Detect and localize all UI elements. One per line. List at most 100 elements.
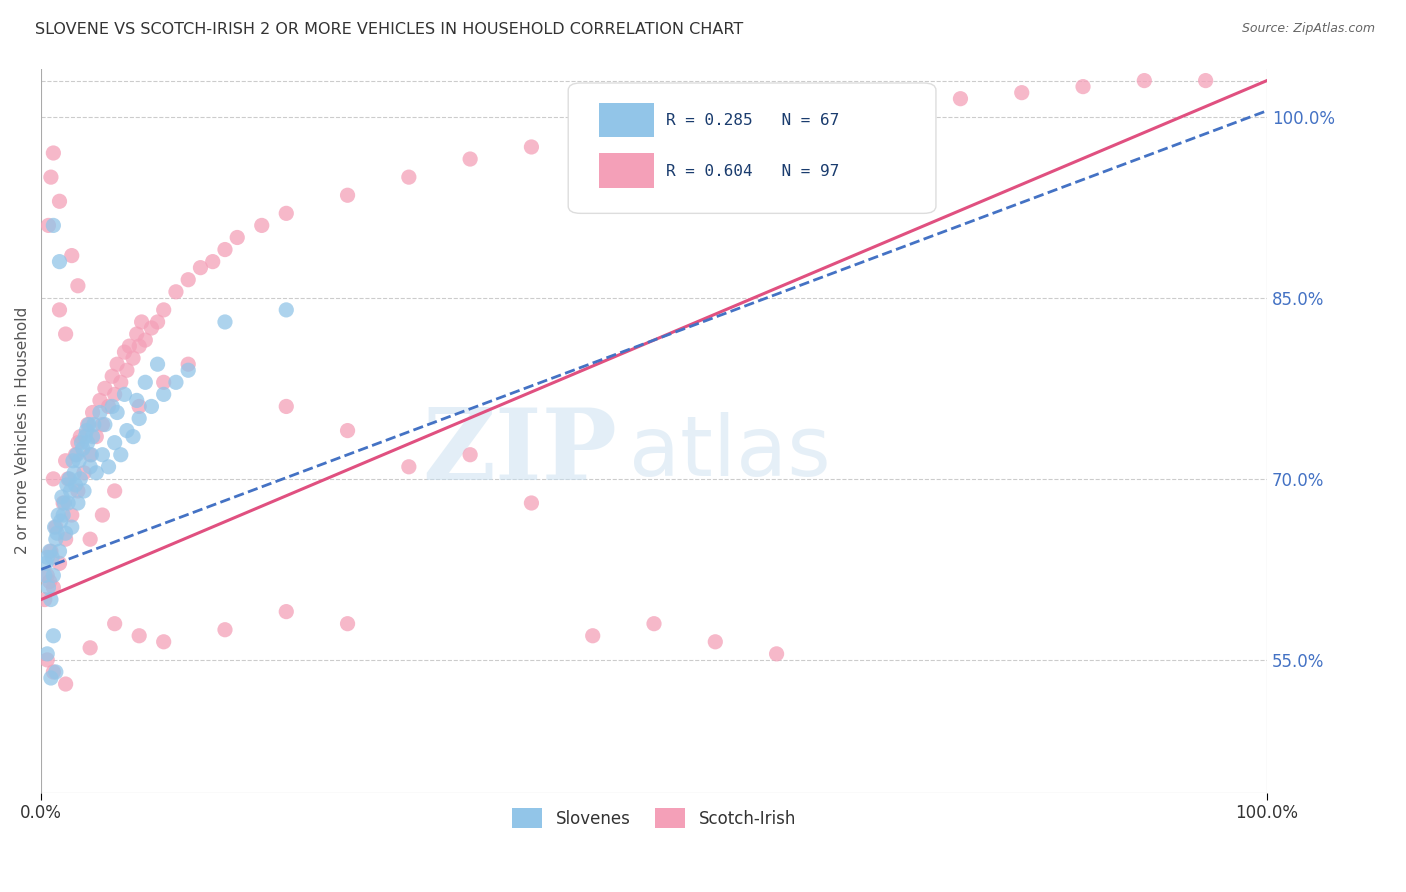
Point [60, 249, 83, 263]
Point [65, 478, 87, 492]
Point [45, 520, 67, 534]
Point [91, 508, 114, 522]
Point [39, 671, 62, 685]
Point [125, 326, 148, 341]
Point [118, 339, 141, 353]
Point [177, 273, 200, 287]
Point [110, 376, 132, 390]
Point [97, 459, 120, 474]
Point [276, 206, 298, 220]
Point [643, 121, 665, 136]
Point [37, 219, 59, 233]
Point [336, 188, 359, 202]
Point [276, 400, 298, 414]
Point [53, 496, 76, 510]
Point [146, 315, 169, 329]
Point [41, 550, 63, 565]
Point [80, 448, 103, 462]
Point [398, 459, 420, 474]
Point [250, 219, 273, 233]
Point [128, 411, 150, 425]
Point [56, 496, 79, 510]
Point [38, 574, 60, 589]
Point [643, 616, 665, 631]
Point [765, 103, 787, 118]
Point [56, 478, 79, 492]
Point [70, 435, 93, 450]
Point [79, 532, 101, 546]
Point [66, 483, 89, 498]
Point [51, 490, 73, 504]
Point [152, 302, 174, 317]
Point [42, 472, 65, 486]
Point [37, 550, 59, 565]
Point [94, 417, 117, 432]
Point [1011, 86, 1033, 100]
Text: R = 0.604   N = 97: R = 0.604 N = 97 [666, 164, 839, 179]
Point [398, 170, 420, 185]
Point [55, 526, 77, 541]
Point [66, 278, 89, 293]
Point [69, 429, 91, 443]
Point [889, 92, 911, 106]
Point [55, 532, 77, 546]
Point [48, 557, 70, 571]
Point [520, 496, 543, 510]
Point [55, 326, 77, 341]
Point [520, 140, 543, 154]
Point [152, 387, 174, 401]
Point [39, 544, 62, 558]
Point [114, 345, 136, 359]
Point [66, 496, 89, 510]
Point [104, 435, 127, 450]
Point [336, 616, 359, 631]
Point [152, 376, 174, 390]
Point [134, 333, 156, 347]
Point [39, 170, 62, 185]
Point [42, 219, 65, 233]
Point [42, 665, 65, 679]
Point [66, 448, 89, 462]
Text: ZIP: ZIP [422, 404, 617, 500]
Point [45, 532, 67, 546]
Point [63, 466, 86, 480]
Text: SLOVENE VS SCOTCH-IRISH 2 OR MORE VEHICLES IN HOUSEHOLD CORRELATION CHART: SLOVENE VS SCOTCH-IRISH 2 OR MORE VEHICL… [35, 22, 744, 37]
Point [765, 647, 787, 661]
Point [42, 629, 65, 643]
Point [114, 387, 136, 401]
Point [34, 592, 56, 607]
Point [37, 647, 59, 661]
Point [48, 254, 70, 268]
Text: Source: ZipAtlas.com: Source: ZipAtlas.com [1241, 22, 1375, 36]
Point [104, 616, 127, 631]
Point [45, 665, 67, 679]
Point [55, 454, 77, 468]
Point [94, 381, 117, 395]
Point [73, 466, 96, 480]
Bar [599, 103, 654, 137]
Point [97, 400, 120, 414]
Point [42, 146, 65, 161]
Point [37, 581, 59, 595]
Point [276, 605, 298, 619]
Point [73, 483, 96, 498]
Point [134, 376, 156, 390]
Point [91, 417, 114, 432]
Point [458, 152, 481, 166]
Point [48, 194, 70, 209]
Point [79, 448, 101, 462]
Point [131, 315, 153, 329]
Point [1133, 73, 1156, 87]
Point [115, 424, 138, 438]
Point [226, 230, 249, 244]
Point [82, 429, 104, 443]
Point [76, 435, 98, 450]
Point [105, 405, 128, 419]
Point [110, 448, 132, 462]
Point [115, 363, 138, 377]
Point [105, 357, 128, 371]
Point [44, 520, 66, 534]
Point [79, 459, 101, 474]
Point [79, 640, 101, 655]
Point [38, 544, 60, 558]
